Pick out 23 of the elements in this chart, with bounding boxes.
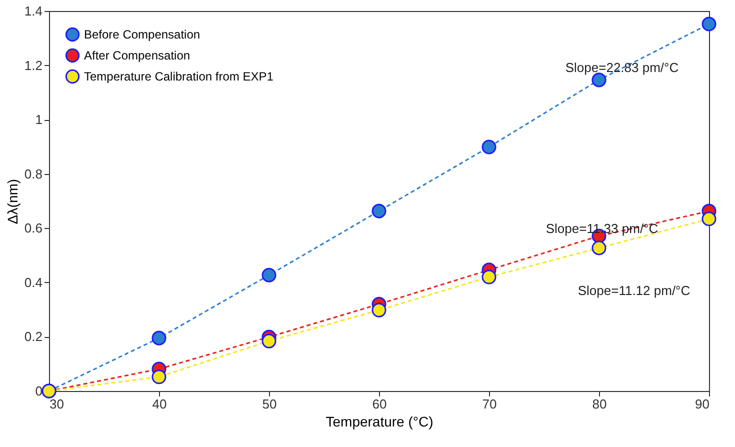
y-axis-title: Δλ(nm)	[4, 178, 20, 224]
legend-label: Temperature Calibration from EXP1	[84, 70, 274, 84]
y-tick-label: 0.4	[24, 274, 42, 290]
legend-label: After Compensation	[84, 48, 190, 62]
annotation: Slope=11.33 pm/°C	[546, 221, 658, 236]
x-tick-label: 40	[152, 396, 167, 412]
x-tick-label: 80	[592, 396, 607, 412]
x-axis-title: Temperature (°C)	[326, 414, 434, 430]
annotation: Slope=22.83 pm/°C	[565, 60, 679, 75]
y-tick-label: 0	[35, 384, 42, 398]
x-tick-label: 70	[482, 396, 497, 412]
x-tick-label: 50	[262, 396, 277, 412]
x-tick-label: 60	[372, 396, 387, 412]
legend-label: Before Compensation	[84, 28, 200, 42]
y-tick-label: 1.2	[24, 58, 42, 73]
y-tick-label: 0.8	[24, 166, 42, 182]
y-tick-label: 1	[35, 112, 42, 128]
y-tick-label: 0.2	[24, 329, 42, 344]
x-tick-label: 30	[50, 396, 64, 412]
x-tick-label: 90	[695, 396, 710, 412]
annotation: Slope=11.12 pm/°C	[578, 283, 690, 298]
y-tick-label: 0.6	[24, 220, 42, 236]
y-tick-label: 1.4	[24, 4, 42, 18]
